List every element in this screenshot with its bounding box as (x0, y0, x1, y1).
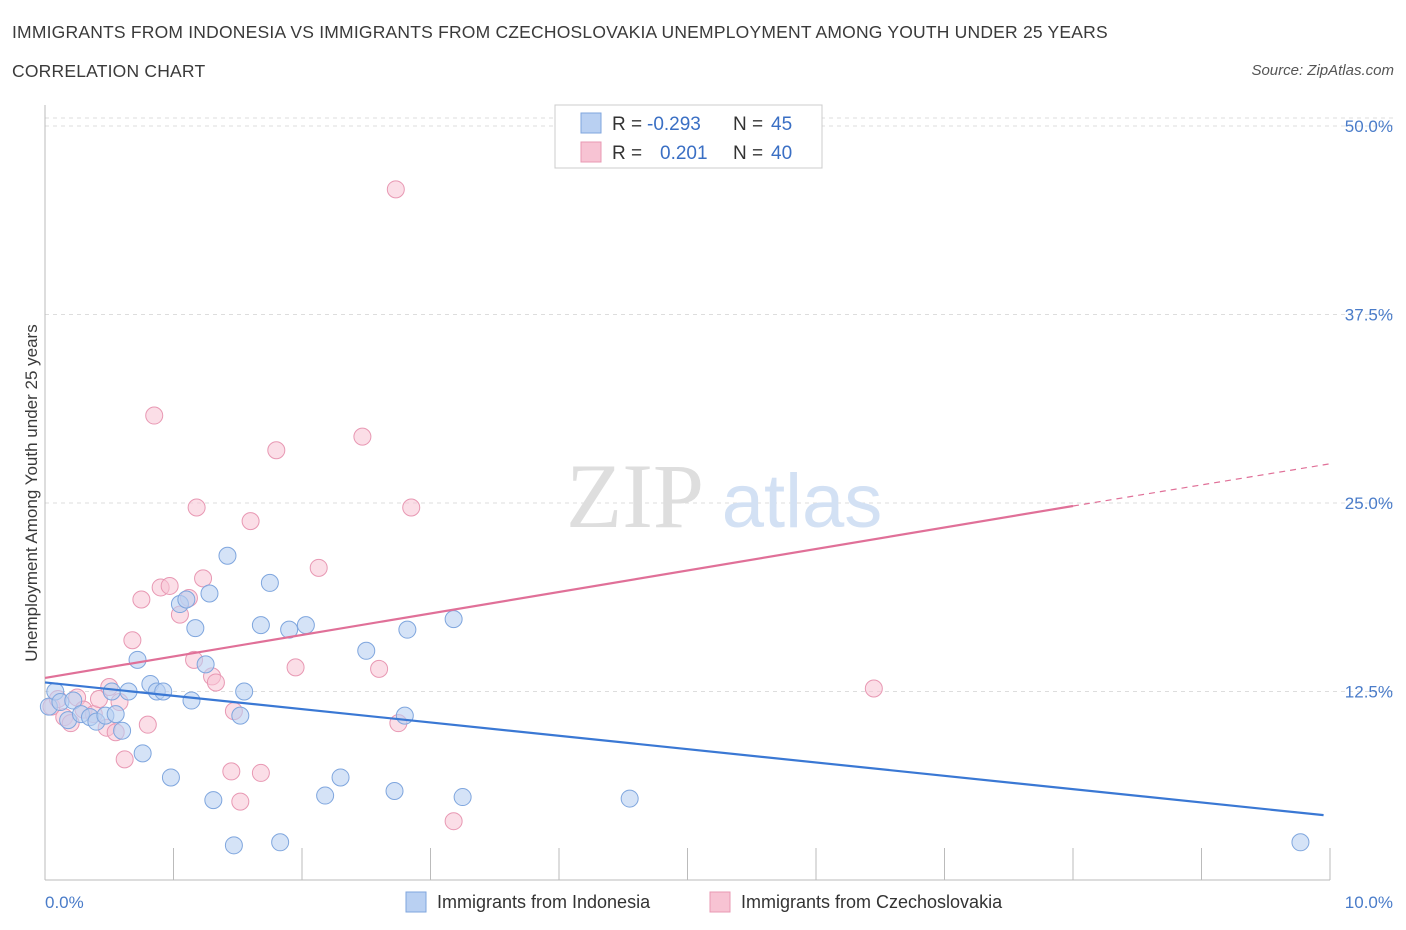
x-tick-label-min: 0.0% (45, 893, 84, 912)
legend-r-value-indonesia: -0.293 (647, 114, 701, 135)
trend-lines (44, 463, 1331, 817)
czechoslovakia-point-15 (138, 715, 157, 734)
czechoslovakia-point-28 (231, 792, 250, 811)
legend-n-value-czechoslovakia: 40 (771, 143, 792, 164)
indonesia-point-38 (385, 782, 404, 801)
czechoslovakia-point-22 (187, 498, 206, 517)
czechoslovakia-point-30 (251, 763, 270, 782)
indonesia-point-22 (186, 619, 205, 638)
indonesia-point-28 (231, 706, 250, 725)
indonesia-point-17 (154, 682, 173, 701)
correlation-legend: R = -0.293 N = 45 R = 0.201 N = 40 (554, 104, 823, 169)
czechoslovakia-point-23 (194, 569, 213, 588)
czechoslovakia-point-12 (115, 750, 134, 769)
bottom-legend-label-czechoslovakia: Immigrants from Czechoslovakia (741, 892, 1003, 912)
indonesia-point-26 (218, 546, 237, 565)
indonesia-point-18 (161, 768, 180, 787)
indonesia-point-39 (395, 706, 414, 725)
indonesia-trend-line (44, 681, 1324, 817)
legend-r-value-czechoslovakia: 0.201 (660, 143, 708, 164)
indonesia-point-36 (331, 768, 350, 787)
watermark-zip: ZIP (566, 445, 704, 547)
indonesia-point-24 (200, 584, 219, 603)
legend-r-label-czechoslovakia: R = (612, 143, 642, 164)
indonesia-point-40 (398, 620, 417, 639)
bottom-legend-swatch-indonesia (405, 891, 427, 913)
czechoslovakia-point-39 (444, 812, 463, 831)
x-tick-label-max: 10.0% (1345, 893, 1393, 912)
czechoslovakia-point-33 (309, 558, 328, 577)
legend-r-label-indonesia: R = (612, 114, 642, 135)
y-axis-label: Unemployment Among Youth under 25 years (22, 324, 41, 661)
indonesia-point-10 (106, 705, 125, 724)
czechoslovakia-point-14 (132, 590, 151, 609)
czechoslovakia-point-36 (386, 180, 405, 199)
indonesia-point-21 (182, 691, 201, 710)
series-legend: Immigrants from Indonesia Immigrants fro… (405, 891, 1003, 913)
indonesia-point-4 (64, 691, 83, 710)
czechoslovakia-point-38 (402, 498, 421, 517)
czechoslovakia-point-32 (286, 658, 305, 677)
czechoslovakia-trend-extension (1072, 463, 1331, 507)
indonesia-point-11 (113, 721, 132, 740)
czechoslovakia-point-35 (370, 659, 389, 678)
indonesia-point-25 (204, 791, 223, 810)
czechoslovakia-point-29 (241, 512, 260, 531)
y-tick-label-0: 12.5% (1345, 683, 1393, 702)
grid-lines (45, 117, 1395, 692)
indonesia-point-23 (196, 655, 215, 674)
czechoslovakia-trend-line (44, 504, 1074, 680)
indonesia-point-29 (235, 682, 254, 701)
czechoslovakia-point-16 (145, 406, 164, 425)
indonesia-point-13 (128, 650, 147, 669)
indonesia-point-20 (177, 590, 196, 609)
indonesia-point-43 (620, 789, 639, 808)
y-tick-label-1: 25.0% (1345, 494, 1393, 513)
indonesia-point-37 (357, 641, 376, 660)
czechoslovakia-point-13 (123, 631, 142, 650)
czechoslovakia-point-34 (353, 427, 372, 446)
tick-labels: 12.5% 25.0% 37.5% 50.0% 0.0% 10.0% (45, 117, 1393, 912)
czechoslovakia-point-18 (160, 576, 179, 595)
czechoslovakia-point-26 (222, 762, 241, 781)
y-tick-label-2: 37.5% (1345, 306, 1393, 325)
czechoslovakia-point-31 (267, 441, 286, 460)
indonesia-point-42 (453, 788, 472, 807)
chart-title: IMMIGRANTS FROM INDONESIA VS IMMIGRANTS … (12, 22, 1108, 42)
legend-n-label-czechoslovakia: N = (733, 143, 763, 164)
czechoslovakia-point-40 (864, 679, 883, 698)
bottom-legend-swatch-czechoslovakia (709, 891, 731, 913)
series-indonesia-points (39, 546, 1310, 855)
indonesia-point-41 (444, 610, 463, 629)
axes (44, 105, 1331, 881)
y-tick-label-3: 50.0% (1345, 117, 1393, 136)
legend-swatch-indonesia (580, 112, 602, 134)
watermark-atlas: atlas (722, 459, 883, 544)
watermark: ZIP atlas (566, 445, 882, 547)
indonesia-point-34 (296, 616, 315, 635)
source-credit: Source: ZipAtlas.com (1251, 62, 1394, 79)
legend-swatch-czechoslovakia (580, 141, 602, 163)
legend-n-label-indonesia: N = (733, 114, 763, 135)
indonesia-point-35 (316, 786, 335, 805)
indonesia-point-14 (133, 744, 152, 763)
indonesia-point-44 (1291, 833, 1310, 852)
bottom-legend-label-indonesia: Immigrants from Indonesia (437, 892, 651, 912)
legend-n-value-indonesia: 45 (771, 114, 792, 135)
indonesia-point-9 (102, 682, 121, 701)
indonesia-point-32 (271, 833, 290, 852)
chart-subtitle: CORRELATION CHART (12, 61, 206, 81)
indonesia-point-27 (224, 836, 243, 855)
indonesia-point-31 (260, 573, 279, 592)
czechoslovakia-point-25 (206, 673, 225, 692)
indonesia-point-30 (251, 616, 270, 635)
